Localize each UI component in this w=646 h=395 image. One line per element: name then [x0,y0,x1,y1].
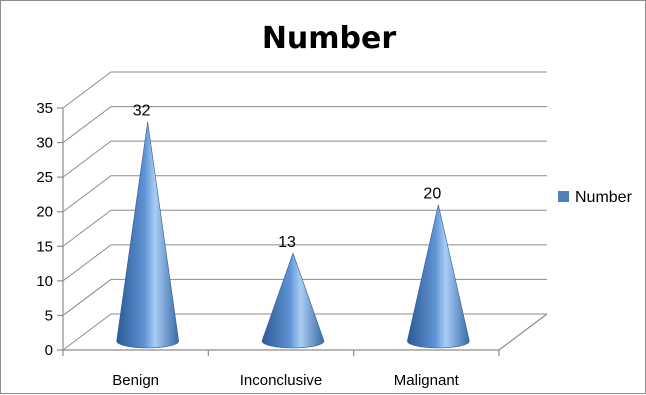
gridline-25 [62,140,547,178]
x-axis-categories: Benign Inconclusive Malignant [112,372,459,389]
cone-inconclusive [261,252,325,349]
cone-body [116,121,179,349]
data-label-inconclusive: 13 [278,234,296,251]
ytick-label-5: 5 [45,307,53,324]
chart-title: Number [262,21,397,56]
legend-entry-number: Number [575,189,633,206]
category-label-inconclusive: Inconclusive [240,372,323,389]
cone-body [261,252,325,349]
gridline-15 [62,209,547,247]
gridlines [62,71,547,351]
gridline-10 [62,244,547,282]
ytick-label-25: 25 [36,169,53,186]
ytick-label-15: 15 [36,238,53,255]
data-label-benign: 32 [133,103,151,120]
cone-malignant [407,204,470,349]
ytick-label-20: 20 [36,204,53,221]
cones [116,121,470,349]
data-label-malignant: 20 [423,186,441,203]
gridline-0 [62,313,547,351]
ytick-label-35: 35 [36,100,53,117]
y-axis-ticks: 0 5 10 15 20 25 30 35 [36,100,53,359]
gridline-5 [62,278,547,316]
ytick-label-0: 0 [45,342,53,359]
axes [57,107,548,356]
category-label-malignant: Malignant [394,372,460,389]
ytick-label-30: 30 [36,135,53,152]
gridline-20 [62,175,547,213]
data-labels: 32 13 20 [133,103,442,251]
legend: Number [558,189,633,206]
ytick-label-10: 10 [36,273,53,290]
cone-benign [116,121,179,349]
gridline-35 [62,71,547,109]
category-label-benign: Benign [112,372,159,389]
gridline-30 [62,106,547,143]
legend-swatch [558,191,569,202]
cone-body [407,204,470,349]
